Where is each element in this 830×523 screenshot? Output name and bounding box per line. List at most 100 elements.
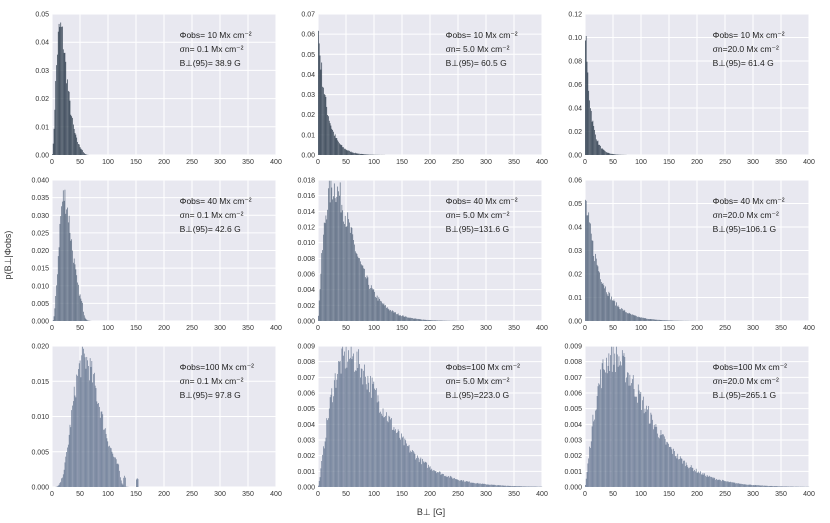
- histogram-bar: [588, 212, 590, 321]
- histogram-bar: [779, 486, 780, 487]
- y-tick-label: 0.010: [297, 240, 315, 247]
- histogram-bar: [665, 444, 667, 487]
- histogram-bar: [753, 485, 755, 487]
- histogram-bar: [355, 370, 357, 487]
- histogram-bar: [663, 320, 665, 321]
- histogram-bar: [359, 364, 360, 487]
- histogram-bar: [767, 485, 768, 487]
- histogram-bar: [344, 148, 345, 155]
- histogram-bar: [653, 319, 654, 321]
- histogram-bar: [338, 191, 339, 321]
- histogram-bar: [646, 405, 648, 487]
- histogram-bar: [599, 144, 600, 155]
- annotation-sigma-n: σn= 5.0 Mx cm⁻²: [446, 210, 510, 220]
- histogram-bar: [618, 307, 620, 321]
- histogram-bar: [62, 190, 64, 321]
- y-tick-label: 0.002: [297, 453, 315, 460]
- histogram-bar: [532, 486, 533, 487]
- histogram-bar: [650, 319, 652, 321]
- histogram-bar: [328, 120, 330, 155]
- histogram-bar: [596, 264, 598, 321]
- y-tick-label: 0.004: [297, 422, 315, 429]
- histogram-bar: [617, 305, 619, 321]
- histogram-bar: [370, 397, 372, 487]
- histogram-bar: [428, 319, 430, 321]
- histogram-bar: [56, 285, 57, 321]
- x-tick-label: 50: [609, 325, 617, 332]
- histogram-bar: [118, 464, 120, 487]
- histogram-bar: [721, 481, 722, 487]
- histogram-bar: [354, 371, 355, 487]
- histogram-bar: [763, 485, 764, 487]
- histogram-bar: [378, 401, 380, 487]
- histogram-bar: [606, 357, 607, 487]
- histogram-bar: [392, 310, 394, 321]
- histogram-bar: [432, 470, 433, 487]
- histogram-bar: [375, 297, 377, 321]
- histogram-bar: [752, 485, 753, 487]
- histogram-bar: [470, 482, 471, 487]
- x-tick-label: 150: [396, 159, 408, 166]
- histogram-bar: [492, 484, 494, 487]
- histogram-bar: [658, 319, 659, 321]
- histogram-bar: [522, 486, 523, 487]
- histogram-bar: [320, 468, 322, 487]
- y-tick-label: 0.012: [297, 225, 315, 232]
- histogram-bar: [75, 134, 77, 155]
- y-tick-label: 0.000: [31, 319, 49, 326]
- histogram-bar: [609, 293, 611, 321]
- histogram-bar: [412, 318, 414, 321]
- histogram-bar: [346, 226, 348, 321]
- histogram-bar: [94, 372, 95, 487]
- histogram-bar: [591, 240, 593, 321]
- histogram-bar: [416, 458, 417, 487]
- histogram-bar: [662, 320, 663, 321]
- x-tick-label: 300: [214, 491, 226, 498]
- histogram-bar: [412, 451, 414, 487]
- histogram-bar: [592, 414, 594, 487]
- y-tick-label: 0.00: [568, 319, 582, 326]
- histogram-bar: [724, 481, 726, 487]
- histogram-bar: [395, 429, 396, 487]
- histogram-bar: [410, 450, 412, 487]
- histogram-bar: [659, 319, 661, 321]
- histogram-bar: [340, 144, 342, 155]
- histogram-bar: [648, 318, 649, 321]
- histogram-bar: [63, 469, 65, 487]
- histogram-bar: [428, 467, 430, 487]
- panel-r1c2: 0.00 0.01 0.02 0.03 0.04 0.05 0.06 0.07 0 50 100 15…: [301, 12, 548, 167]
- histogram-bar: [356, 153, 358, 155]
- histogram-bar: [88, 365, 89, 487]
- histogram-bar: [721, 479, 723, 487]
- x-tick-label: 350: [242, 491, 254, 498]
- histogram-bar: [615, 154, 616, 155]
- histogram-bar: [706, 474, 708, 487]
- histogram-bar: [424, 461, 426, 487]
- y-tick-label: 0.005: [297, 406, 315, 413]
- histogram-bar: [62, 474, 64, 487]
- histogram-bar: [318, 480, 320, 487]
- histogram-bar: [671, 449, 673, 487]
- y-tick-label: 0.020: [31, 248, 49, 255]
- histogram-bar: [491, 484, 493, 487]
- histogram-bar: [354, 370, 356, 487]
- annotation-phi-obs: Φobs=100 Mx cm⁻²: [446, 362, 521, 372]
- histogram-bar: [659, 435, 661, 487]
- histogram-bar: [775, 486, 777, 487]
- histogram-bar: [374, 291, 375, 321]
- histogram-bar: [645, 411, 647, 487]
- histogram-bar: [627, 313, 628, 321]
- histogram-bar: [120, 480, 122, 487]
- histogram-bar: [351, 359, 353, 487]
- histogram-bar: [620, 361, 621, 487]
- y-tick-label: 0.06: [568, 82, 582, 89]
- histogram-bar: [341, 204, 343, 321]
- histogram-bar: [649, 423, 651, 487]
- histogram-bar: [699, 473, 700, 487]
- histogram-bar: [604, 288, 606, 321]
- histogram-bar: [748, 484, 750, 487]
- y-tick-label: 0.03: [301, 92, 315, 99]
- histogram-bar: [612, 346, 614, 487]
- histogram-bar: [77, 375, 78, 487]
- histogram-bar: [63, 200, 65, 321]
